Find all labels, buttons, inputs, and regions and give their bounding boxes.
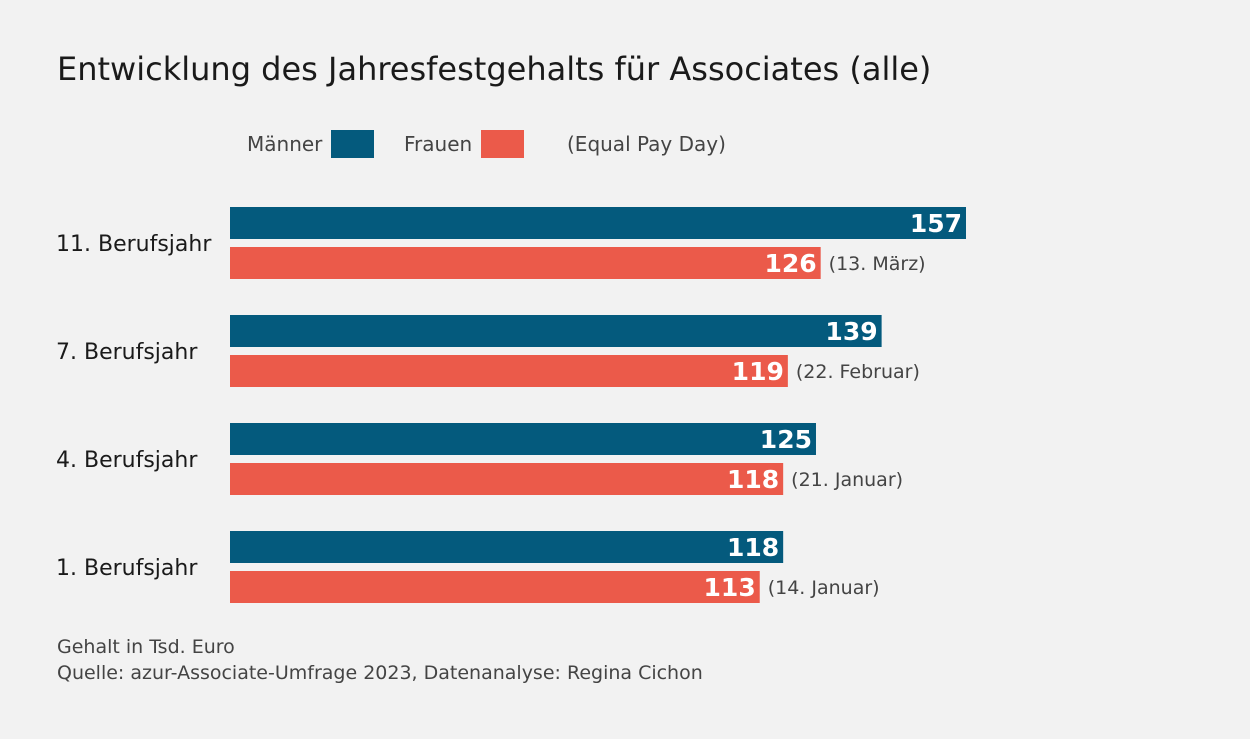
equal-pay-day-label: (14. Januar): [768, 577, 880, 599]
bar-maenner: [230, 423, 816, 455]
category-label: 4. Berufsjahr: [56, 448, 198, 473]
legend-swatch-maenner: [331, 130, 374, 158]
bar-frauen: [230, 355, 788, 387]
bar-frauen: [230, 247, 821, 279]
value-label-maenner: 118: [727, 533, 779, 562]
bar-frauen: [230, 463, 784, 495]
value-label-maenner: 125: [760, 425, 812, 454]
equal-pay-day-label: (13. März): [829, 253, 926, 275]
equal-pay-day-label: (22. Februar): [796, 361, 920, 383]
footer-unit: Gehalt in Tsd. Euro: [57, 636, 235, 658]
category-label: 11. Berufsjahr: [56, 232, 212, 257]
bar-maenner: [230, 531, 784, 563]
legend: Männer Frauen (Equal Pay Day): [0, 130, 1250, 160]
bar-maenner: [230, 207, 966, 239]
category-label: 7. Berufsjahr: [56, 340, 198, 365]
bar-maenner: [230, 315, 882, 347]
legend-note-equal-pay-day: (Equal Pay Day): [567, 132, 726, 156]
value-label-frauen: 113: [704, 573, 756, 602]
value-label-maenner: 157: [910, 209, 962, 238]
legend-label-maenner: Männer: [247, 132, 323, 156]
value-label-frauen: 126: [764, 249, 816, 278]
bar-frauen: [230, 571, 760, 603]
legend-swatch-frauen: [481, 130, 524, 158]
value-label-frauen: 118: [727, 465, 779, 494]
category-label: 1. Berufsjahr: [56, 556, 198, 581]
value-label-maenner: 139: [825, 317, 877, 346]
value-label-frauen: 119: [732, 357, 784, 386]
footer-source: Quelle: azur-Associate-Umfrage 2023, Dat…: [57, 662, 703, 684]
chart-title: Entwicklung des Jahresfestgehalts für As…: [57, 50, 932, 88]
equal-pay-day-label: (21. Januar): [791, 469, 903, 491]
legend-label-frauen: Frauen: [404, 132, 473, 156]
